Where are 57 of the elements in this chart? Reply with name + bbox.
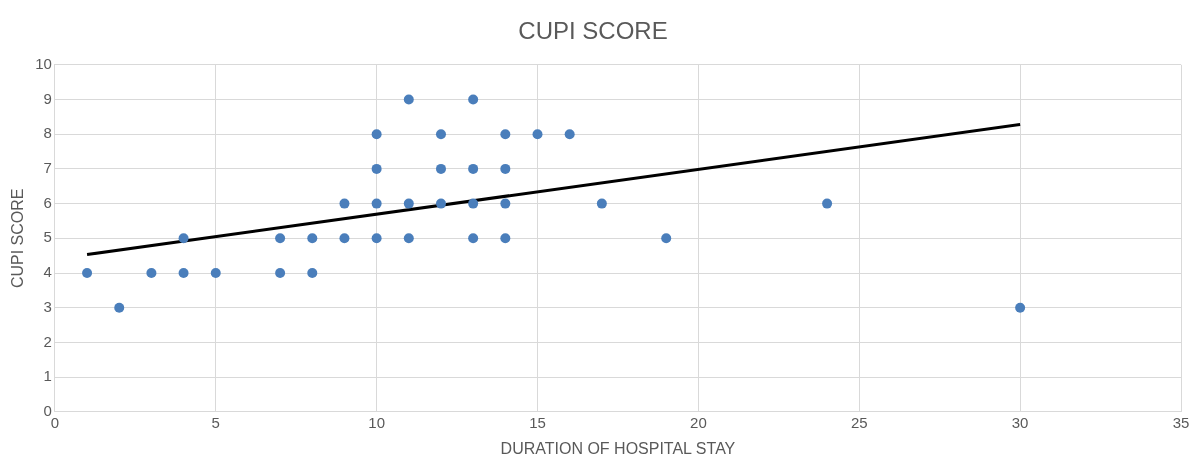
point [371,163,382,174]
point [500,129,511,140]
y-tick-label: 7 [43,159,52,177]
x-tick-label: 25 [850,413,868,431]
point [307,233,318,244]
point [1015,302,1026,313]
point [468,94,479,105]
point [403,94,414,105]
x-axis-title: DURATION OF HOSPITAL STAY [500,439,736,457]
x-tick-label: 30 [1011,413,1029,431]
point [435,129,446,140]
point [822,198,833,209]
point [82,268,93,278]
point [210,268,221,278]
point [339,198,350,209]
y-tick-label: 1 [43,367,52,385]
point [146,268,157,278]
x-tick-label: 35 [1172,413,1190,431]
point [371,129,382,140]
point [403,198,414,209]
point [468,163,479,174]
x-tick-label: 15 [529,413,546,431]
point [500,233,511,244]
point [307,268,318,278]
point [371,198,382,209]
x-tick-label: 5 [211,413,220,431]
x-tick-label: 10 [368,413,385,431]
y-tick-label: 10 [35,54,52,72]
y-tick-label: 5 [43,228,52,246]
y-tick-label: 0 [43,401,52,419]
y-tick-label: 9 [43,89,52,107]
point [339,233,350,244]
point [275,233,286,244]
point [114,302,125,313]
y-tick-label: 8 [43,124,52,142]
point [468,233,479,244]
y-tick-label: 3 [43,297,52,315]
y-tick-label: 2 [43,332,52,350]
chart-title: CUPI SCORE [518,17,668,45]
y-tick-label: 4 [43,263,52,281]
y-axis-title: CUPI SCORE [9,188,27,289]
point [178,268,189,278]
x-tick-label: 20 [690,413,707,431]
point [178,233,189,244]
y-tick-label: 6 [43,193,52,211]
point [468,198,479,209]
point [403,233,414,244]
point [532,129,543,140]
point [371,233,382,244]
point [435,198,446,209]
point [500,198,511,209]
point [435,163,446,174]
point [661,233,672,244]
point [564,129,575,140]
point [596,198,607,209]
point [500,163,511,174]
point [275,268,286,278]
